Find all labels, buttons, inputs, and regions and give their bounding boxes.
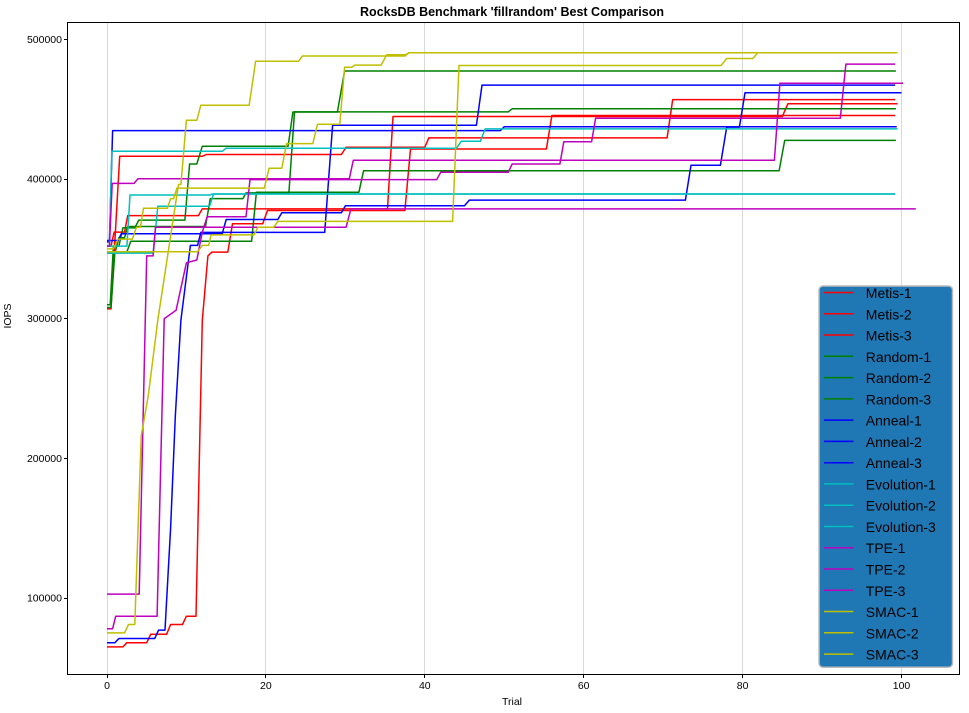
svg-text:80: 80 — [737, 680, 749, 692]
svg-text:Evolution-2: Evolution-2 — [866, 498, 936, 514]
svg-text:500000: 500000 — [27, 34, 62, 46]
svg-text:Anneal-2: Anneal-2 — [866, 434, 922, 450]
svg-text:Anneal-3: Anneal-3 — [866, 455, 922, 471]
svg-text:60: 60 — [578, 680, 590, 692]
svg-text:IOPS: IOPS — [2, 303, 14, 328]
svg-text:Evolution-1: Evolution-1 — [866, 476, 936, 492]
svg-text:400000: 400000 — [27, 174, 62, 186]
svg-text:300000: 300000 — [27, 313, 62, 325]
svg-text:40: 40 — [419, 680, 431, 692]
svg-text:SMAC-3: SMAC-3 — [866, 647, 919, 663]
svg-text:RocksDB Benchmark 'fillrandom': RocksDB Benchmark 'fillrandom' Best Comp… — [360, 5, 664, 19]
svg-text:Metis-2: Metis-2 — [866, 306, 912, 322]
svg-text:Metis-3: Metis-3 — [866, 328, 912, 344]
svg-text:20: 20 — [260, 680, 272, 692]
svg-text:100: 100 — [893, 680, 911, 692]
svg-text:100000: 100000 — [27, 593, 62, 605]
svg-text:TPE-1: TPE-1 — [866, 540, 906, 556]
svg-text:TPE-3: TPE-3 — [866, 583, 906, 599]
svg-text:Anneal-1: Anneal-1 — [866, 413, 922, 429]
svg-text:TPE-2: TPE-2 — [866, 562, 906, 578]
svg-text:SMAC-1: SMAC-1 — [866, 604, 919, 620]
svg-text:Trial: Trial — [502, 696, 522, 708]
svg-text:Evolution-3: Evolution-3 — [866, 519, 936, 535]
svg-text:SMAC-2: SMAC-2 — [866, 625, 919, 641]
svg-text:0: 0 — [104, 680, 110, 692]
svg-text:Random-2: Random-2 — [866, 370, 932, 386]
svg-text:Metis-1: Metis-1 — [866, 285, 912, 301]
svg-text:Random-1: Random-1 — [866, 349, 932, 365]
svg-text:Random-3: Random-3 — [866, 391, 932, 407]
svg-text:200000: 200000 — [27, 453, 62, 465]
